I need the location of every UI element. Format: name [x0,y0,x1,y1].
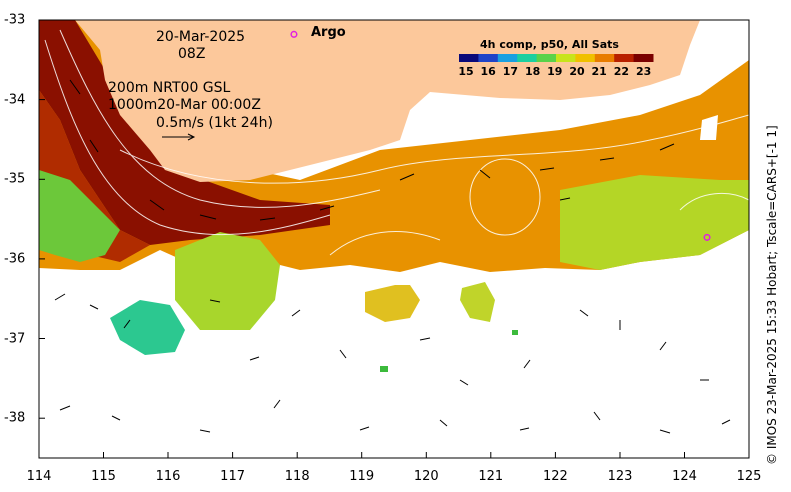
tick-marks [38,19,750,458]
y-tick-label: -38 [4,410,26,426]
colorbar-tick-label: 18 [524,65,541,78]
colorbar-tick-label: 19 [547,65,563,78]
vector-scale-label: 0.5m/s (1kt 24h) [156,115,273,131]
colorbar-swatch [575,54,596,62]
x-tick-label: 114 [26,469,52,484]
x-tick-label: 120 [413,469,439,484]
argo-label: Argo [311,25,346,40]
y-tick-label: -35 [4,171,26,187]
y-tick-label: -37 [4,331,26,346]
colorbar-title: 4h comp, p50, All Sats [480,38,619,51]
sst-green-west [39,170,120,262]
sst-cool-east [560,175,749,270]
current-vectors [54,79,731,434]
x-tick-label: 115 [91,469,116,484]
x-tick-label: 116 [155,469,181,484]
sst-speck [380,366,388,372]
colorbar-swatch [478,54,499,62]
contours [44,29,749,256]
colorbar-tick-label: 15 [458,65,474,78]
colorbar-swatch [517,54,538,62]
colorbar-swatch [536,54,557,62]
y-tick-label: -33 [4,12,26,28]
credit-text: © IMOS 23-Mar-2025 15:33 Hobart; Tscale=… [765,125,779,465]
sst-leeuwin-current [39,20,330,245]
colorbar-tick-label: 22 [613,65,630,78]
x-tick-label: 122 [542,469,568,484]
sst-patch-mid [365,285,420,322]
x-tick-label: 124 [672,469,697,484]
vector-scale-arrow [162,133,196,141]
island [700,115,718,140]
colorbar-swatch [556,54,576,62]
argo-float-marker [703,233,711,241]
colorbar-tick-label: 23 [635,65,652,78]
argo-markers [290,30,711,241]
sst-cool-patch [110,300,185,355]
x-tick-label: 123 [607,469,633,484]
colorbar-swatch [633,54,654,62]
colorbar-swatch [497,54,518,62]
colorbar-tick-label: 21 [591,65,607,78]
colorbar-swatch [459,54,479,62]
time-label: 08Z [178,46,206,62]
contour-depth-label: 1000m20-Mar 00:00Z [108,97,261,113]
colorbar [459,54,654,62]
sst-speck [512,330,518,335]
argo-float-marker [290,30,298,38]
x-tick-label: 119 [349,469,375,484]
plot-frame [38,19,750,459]
x-tick-label: 125 [736,469,762,484]
y-tick-label: -34 [4,92,26,108]
colorbar-tick-label: 20 [569,65,585,78]
x-tick-label: 118 [284,469,310,484]
colorbar-tick-label: 16 [480,65,496,78]
x-tick-label: 121 [478,469,504,484]
y-tick-label: -36 [4,251,26,267]
sst-patch-east [460,282,495,322]
sst-patch-south [175,232,280,330]
contour-depth-label: 200m NRT00 GSL [108,80,231,96]
colorbar-tick-label: 17 [502,65,519,78]
colorbar-swatch [594,54,615,62]
x-tick-label: 117 [220,469,246,484]
date-label: 20-Mar-2025 [156,29,246,45]
colorbar-swatch [614,54,635,62]
